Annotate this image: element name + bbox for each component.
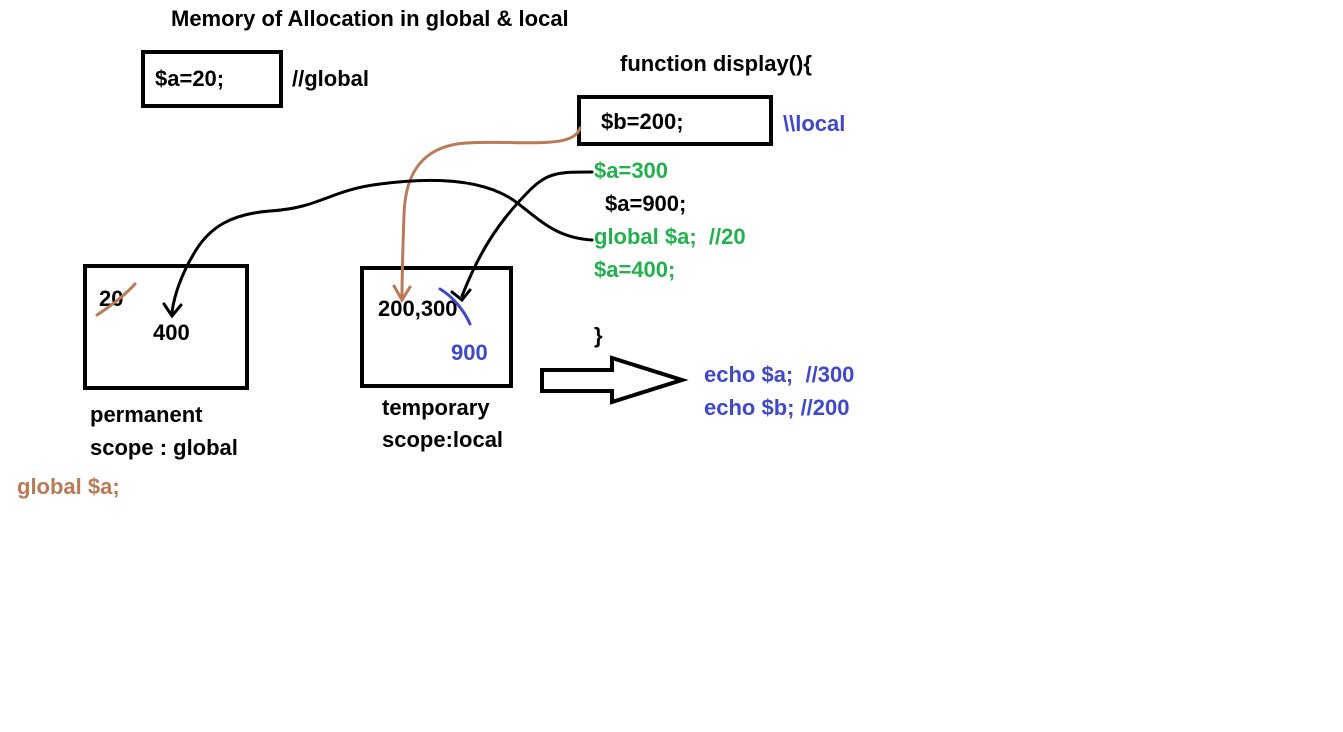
line-a-300: $a=300 [594,158,669,183]
function-header: function display(){ [620,51,812,76]
permanent-scope-label: scope : global [90,435,238,460]
block-arrow-right [540,355,689,405]
line-a-900: $a=900; [605,191,687,216]
global-var-code: $a=20; [155,66,225,91]
temporary-new-value: 900 [451,340,488,365]
global-comment: //global [292,66,369,91]
local-comment: \\local [783,111,846,136]
temporary-scope-label: scope:local [382,427,504,452]
temporary-memory-box: 200,300 900 [360,266,513,388]
line-global-a: global $a; //20 [594,224,746,249]
local-var-code: $b=200; [601,109,684,134]
global-note: global $a; [17,474,120,499]
permanent-new-value: 400 [153,320,190,345]
page-title: Memory of Allocation in global & local [171,6,569,31]
permanent-label: permanent [90,402,203,427]
line-a-400: $a=400; [594,257,676,282]
echo-a-line: echo $a; //300 [704,362,855,387]
local-var-box: $b=200; [577,95,773,146]
function-close-brace: } [594,323,603,348]
permanent-old-value: 20 [99,286,124,311]
temporary-label: temporary [382,395,490,420]
temporary-values: 200,300 [378,296,458,321]
global-var-box: $a=20; [141,50,283,108]
echo-b-line: echo $b; //200 [704,395,850,420]
permanent-memory-box: 20 400 [83,264,249,390]
